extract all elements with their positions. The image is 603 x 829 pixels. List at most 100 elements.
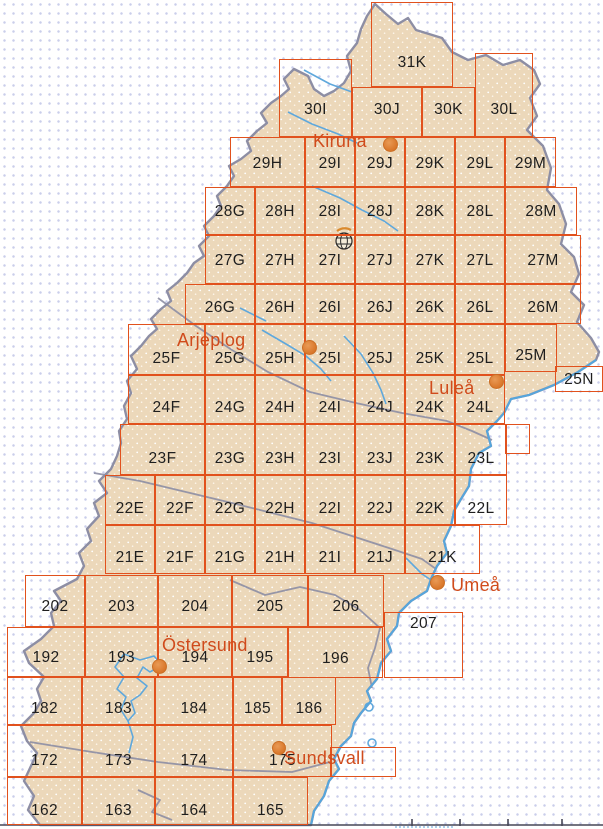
globe-icon [335, 227, 353, 250]
grid-cell-23H[interactable]: 23H [255, 424, 305, 475]
grid-cell-23G[interactable]: 23G [205, 424, 255, 475]
grid-cell-21E[interactable]: 21E [105, 525, 155, 574]
grid-cell-194[interactable]: 194 [158, 627, 232, 677]
grid-cell-27I[interactable]: 27I [305, 235, 355, 284]
grid-cell-22E[interactable]: 22E [105, 475, 155, 525]
grid-cell-22J[interactable]: 22J [355, 475, 405, 525]
grid-cell-21G[interactable]: 21G [205, 525, 255, 574]
grid-cell-25M[interactable]: 25M [505, 324, 557, 372]
grid-cell-206[interactable]: 206 [308, 575, 384, 627]
grid-cell-162[interactable]: 162 [7, 777, 82, 825]
grid-cell-31K[interactable]: 31K [371, 2, 453, 87]
grid-cell-30J[interactable]: 30J [352, 87, 422, 137]
grid-cell-29I[interactable]: 29I [305, 137, 355, 187]
grid-cell-27J[interactable]: 27J [355, 235, 405, 284]
grid-cell-22F[interactable]: 22F [155, 475, 205, 525]
grid-cell-28G[interactable]: 28G [205, 187, 255, 235]
grid-cell-25L[interactable]: 25L [455, 324, 505, 375]
grid-cell-25G[interactable]: 25G [205, 324, 255, 375]
grid-cell-25F[interactable]: 25F [128, 324, 205, 375]
grid-cell-27K[interactable]: 27K [405, 235, 455, 284]
grid-cell-23K[interactable]: 23K [405, 424, 455, 475]
grid-cell-29M[interactable]: 29M [505, 137, 556, 187]
grid-cell-23F[interactable]: 23F [120, 424, 205, 475]
grid-cell-21F[interactable]: 21F [155, 525, 205, 574]
grid-cell-22H[interactable]: 22H [255, 475, 305, 525]
grid-cell-204[interactable]: 204 [158, 575, 232, 627]
sheet-code-label: 27J [366, 251, 394, 269]
grid-cell-21K[interactable]: 21K [405, 525, 480, 574]
grid-cell-207[interactable]: 207 [384, 612, 463, 678]
grid-cell-28L[interactable]: 28L [455, 187, 505, 235]
grid-cell-22K[interactable]: 22K [405, 475, 455, 525]
grid-cell-29L[interactable]: 29L [455, 137, 505, 187]
grid-cell-28K[interactable]: 28K [405, 187, 455, 235]
grid-cell-205[interactable]: 205 [232, 575, 308, 627]
grid-cell-30K[interactable]: 30K [422, 87, 475, 137]
grid-cell-27H[interactable]: 27H [255, 235, 305, 284]
grid-cell-163[interactable]: 163 [82, 777, 155, 825]
grid-cell-24L[interactable]: 24L [455, 375, 505, 424]
grid-cell-21J[interactable]: 21J [355, 525, 405, 574]
grid-cell-28H[interactable]: 28H [255, 187, 305, 235]
grid-cell-28J[interactable]: 28J [355, 187, 405, 235]
grid-cell-23L[interactable]: 23L [455, 424, 507, 475]
grid-cell-182[interactable]: 182 [7, 677, 82, 725]
grid-cell-22L[interactable]: 22L [455, 475, 507, 525]
grid-cell-21I[interactable]: 21I [305, 525, 355, 574]
grid-cell-26H[interactable]: 26H [255, 284, 305, 324]
grid-cell-203[interactable]: 203 [85, 575, 158, 627]
grid-cell-192[interactable]: 192 [7, 627, 85, 677]
sheet-code-label: 22F [166, 499, 194, 517]
grid-cell-193[interactable]: 193 [85, 627, 158, 677]
grid-cell-26J[interactable]: 26J [355, 284, 405, 324]
grid-cell-24K[interactable]: 24K [405, 375, 455, 424]
grid-cell-21H[interactable]: 21H [255, 525, 305, 574]
grid-cell-23J[interactable]: 23J [355, 424, 405, 475]
grid-cell-23I[interactable]: 23I [305, 424, 355, 475]
grid-cell-22G[interactable]: 22G [205, 475, 255, 525]
grid-cell-24I[interactable]: 24I [305, 375, 355, 424]
grid-cell-164[interactable]: 164 [155, 777, 233, 825]
sheet-code-label: 21K [428, 548, 457, 566]
grid-cell-30I[interactable]: 30I [279, 59, 352, 137]
grid-cell-25N[interactable]: 25N [555, 366, 603, 392]
grid-cell-30L[interactable]: 30L [475, 53, 533, 137]
grid-cell-extension[interactable] [330, 747, 396, 777]
grid-cell-25J[interactable]: 25J [355, 324, 405, 375]
grid-cell-26M[interactable]: 26M [505, 284, 581, 324]
grid-cell-25H[interactable]: 25H [255, 324, 305, 375]
grid-cell-24H[interactable]: 24H [255, 375, 305, 424]
grid-cell-26I[interactable]: 26I [305, 284, 355, 324]
grid-cell-165[interactable]: 165 [233, 777, 308, 825]
grid-cell-28I[interactable]: 28I [305, 187, 355, 235]
grid-cell-29J[interactable]: 29J [355, 137, 405, 187]
grid-cell-25K[interactable]: 25K [405, 324, 455, 375]
grid-cell-172[interactable]: 172 [7, 725, 82, 777]
grid-cell-29H[interactable]: 29H [230, 137, 305, 187]
sheet-code-label: 27M [527, 251, 559, 269]
grid-cell-196[interactable]: 196 [288, 627, 383, 678]
grid-cell-186[interactable]: 186 [282, 677, 336, 725]
grid-cell-24F[interactable]: 24F [128, 375, 205, 424]
grid-cell-27G[interactable]: 27G [205, 235, 255, 284]
grid-cell-26G[interactable]: 26G [185, 284, 255, 324]
grid-cell-22I[interactable]: 22I [305, 475, 355, 525]
grid-cell-185[interactable]: 185 [233, 677, 282, 725]
grid-cell-28M[interactable]: 28M [505, 187, 577, 235]
grid-cell-174[interactable]: 174 [155, 725, 233, 777]
grid-cell-173[interactable]: 173 [82, 725, 155, 777]
grid-cell-195[interactable]: 195 [232, 627, 288, 677]
grid-cell-extension[interactable] [505, 424, 530, 454]
grid-cell-202[interactable]: 202 [25, 575, 85, 627]
grid-cell-26L[interactable]: 26L [455, 284, 505, 324]
grid-cell-183[interactable]: 183 [82, 677, 155, 725]
grid-cell-175[interactable]: 175 [233, 725, 332, 777]
grid-cell-29K[interactable]: 29K [405, 137, 455, 187]
grid-cell-24J[interactable]: 24J [355, 375, 405, 424]
grid-cell-27L[interactable]: 27L [455, 235, 505, 284]
grid-cell-24G[interactable]: 24G [205, 375, 255, 424]
grid-cell-27M[interactable]: 27M [505, 235, 581, 284]
grid-cell-184[interactable]: 184 [155, 677, 233, 725]
grid-cell-26K[interactable]: 26K [405, 284, 455, 324]
